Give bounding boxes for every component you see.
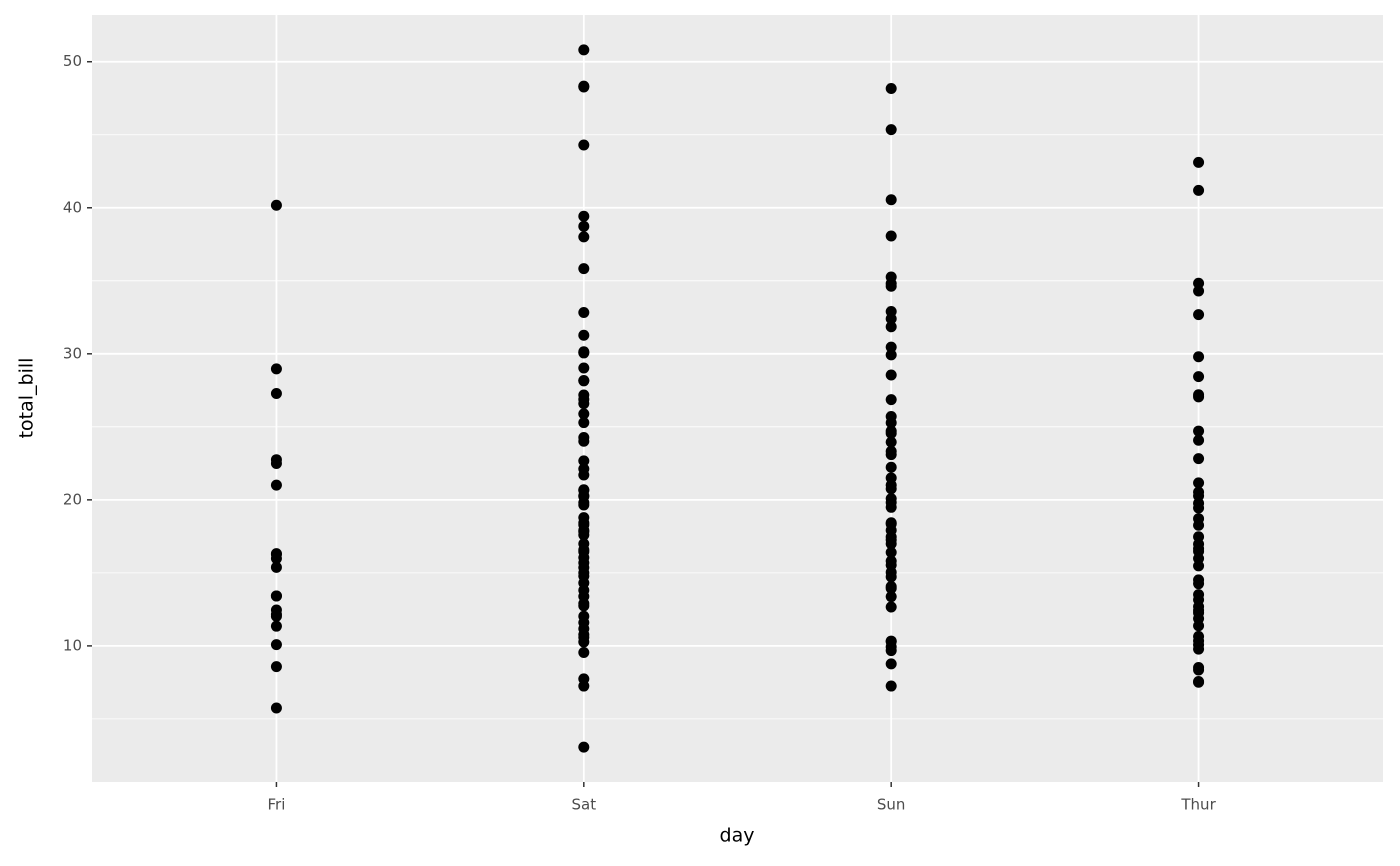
point [885, 194, 897, 206]
point [885, 369, 897, 381]
point [270, 454, 282, 466]
point [885, 591, 897, 603]
point [270, 661, 282, 673]
point [578, 417, 590, 429]
y-tick-label: 40 [63, 198, 82, 216]
point [885, 230, 897, 242]
point [578, 347, 590, 359]
x-tick-label: Sun [877, 796, 906, 814]
y-tick-label: 10 [63, 636, 82, 654]
point [1193, 156, 1205, 168]
point [270, 548, 282, 560]
point [578, 306, 590, 318]
point [578, 398, 590, 410]
point [885, 546, 897, 558]
point [270, 702, 282, 714]
point [578, 81, 590, 93]
point [885, 538, 897, 550]
point [578, 139, 590, 151]
panel [92, 15, 1383, 782]
point [578, 646, 590, 658]
y-tick-label: 50 [63, 52, 82, 70]
point [1193, 371, 1205, 383]
point [1193, 620, 1205, 632]
point [578, 435, 590, 447]
point [578, 469, 590, 481]
point [885, 571, 897, 583]
point [270, 363, 282, 375]
point [885, 658, 897, 670]
point [885, 321, 897, 333]
point [1193, 425, 1205, 437]
point [578, 362, 590, 374]
point [1193, 453, 1205, 465]
point [1193, 351, 1205, 363]
point [270, 620, 282, 632]
point [578, 600, 590, 612]
point [578, 529, 590, 541]
point [578, 408, 590, 420]
x-axis-title: day [720, 825, 755, 847]
x-tick-label: Fri [267, 796, 285, 814]
point [270, 199, 282, 211]
point [1193, 391, 1205, 403]
x-tick-label: Sat [572, 796, 597, 814]
point [578, 329, 590, 341]
point [1193, 285, 1205, 297]
point [1193, 502, 1205, 514]
point [578, 741, 590, 753]
point [1193, 664, 1205, 676]
point [578, 231, 590, 243]
point [885, 680, 897, 692]
point [1193, 676, 1205, 688]
point [270, 388, 282, 400]
point [885, 645, 897, 657]
point [1193, 434, 1205, 446]
point [270, 639, 282, 651]
point [885, 417, 897, 429]
point [885, 483, 897, 495]
y-axis-title: total_bill [16, 358, 38, 439]
point [578, 680, 590, 692]
point [885, 341, 897, 353]
point [578, 263, 590, 275]
point [885, 82, 897, 94]
point [270, 608, 282, 620]
point [885, 436, 897, 448]
point [885, 313, 897, 325]
y-tick-label: 20 [63, 490, 82, 508]
point [1193, 309, 1205, 321]
point [578, 375, 590, 387]
point [1193, 519, 1205, 531]
point [578, 210, 590, 222]
point [1193, 560, 1205, 572]
point [885, 449, 897, 461]
point [885, 124, 897, 136]
point [270, 590, 282, 602]
point [885, 349, 897, 361]
point [578, 499, 590, 511]
point [270, 561, 282, 573]
point [1193, 184, 1205, 196]
point [885, 461, 897, 473]
point [578, 455, 590, 467]
point [885, 280, 897, 292]
point [578, 220, 590, 232]
point [1193, 643, 1205, 655]
point [1193, 477, 1205, 489]
point [885, 427, 897, 439]
point [885, 601, 897, 613]
point [885, 394, 897, 406]
x-tick-label: Thur [1180, 796, 1216, 814]
point [270, 479, 282, 491]
point [578, 44, 590, 56]
point [885, 501, 897, 513]
point [1193, 277, 1205, 289]
point [578, 636, 590, 648]
y-tick-label: 30 [63, 344, 82, 362]
point [1193, 578, 1205, 590]
point [885, 582, 897, 594]
